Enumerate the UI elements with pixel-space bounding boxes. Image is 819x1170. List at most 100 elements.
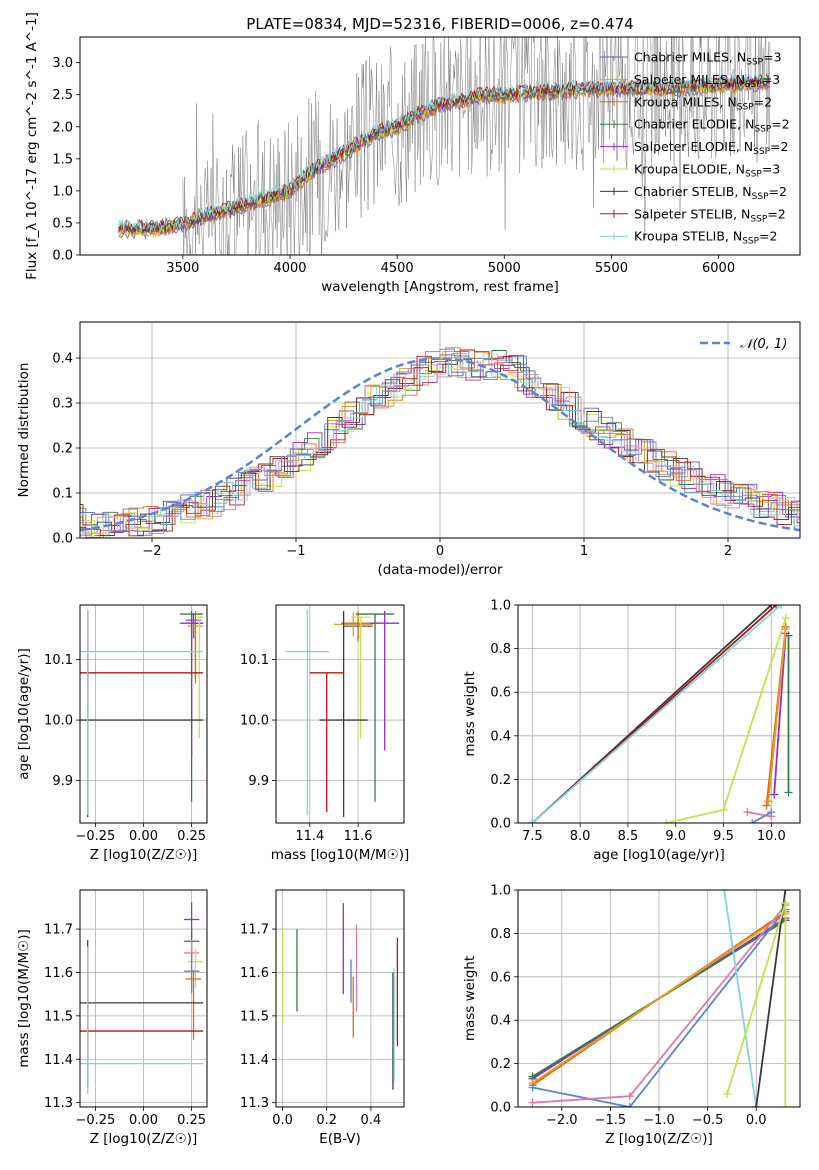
x-tick-label: 1 [580,544,588,559]
legend-label: Salpeter MILES, NSSP=3 [634,72,780,90]
y-tick-label: 0.4 [490,729,511,744]
mass-weight-line [726,902,787,1095]
x-tick-label: 3500 [166,261,199,276]
mass-weight-marker [781,890,790,894]
y-tick-label: 10.0 [44,714,73,729]
legend-subscript: SSP [754,125,771,135]
age-vs-mass-xlabel: mass [log10(M/M☉)] [271,847,410,863]
x-tick-label: 6000 [702,261,735,276]
y-tick-label: 11.7 [240,923,269,938]
histogram-step-line [80,354,800,536]
age-vs-z-ylabel: age [log10(age/yr)] [16,648,32,780]
y-tick-label: 9.9 [52,774,73,789]
mass-weight-marker [781,1103,790,1107]
x-tick-label: 2 [724,544,732,559]
x-tick-label: −0.25 [75,1113,115,1128]
x-tick-label: 0.4 [361,1113,382,1128]
x-tick-label: −2 [142,544,161,559]
legend-subscript: SSP [753,147,770,157]
x-tick-label: 0.0 [272,1113,293,1128]
mass-weight-marker [719,805,728,814]
age-vs-mass-frame [275,604,405,824]
legend-label: Chabrier ELODIE, NSSP=2 [634,117,790,135]
y-tick-label: 1.5 [52,152,73,167]
spectrum-model-line [118,71,770,232]
mass-weight-vs-age-panel: 7.5 8.0 8.5 9.0 9.5 10.0 0.0 0.2 0.4 0.6 0.8 1.0 age… [462,599,801,863]
x-tick-label: 8.0 [570,829,591,844]
mass-weight-vs-z-plot-area [518,890,800,1107]
x-tick-label: 9.0 [665,829,686,844]
mass-weight-line [747,811,772,818]
y-tick-label: 1.0 [490,884,511,899]
mass-weight-vs-z-ylabel: mass weight [462,956,478,1041]
legend-label: Chabrier STELIB, NSSP=2 [634,184,787,202]
mass-vs-ebv-plot-area [276,890,404,1107]
y-tick-label: 9.9 [248,774,269,789]
legend-subscript: SSP [745,80,762,90]
mass-weight-line [531,605,782,823]
mass-weight-line [755,890,787,1107]
legend-subscript: SSP [746,58,763,68]
y-tick-label: 0.2 [490,773,511,788]
mass-weight-line [723,890,758,1107]
histogram-step-line [80,353,800,538]
y-tick-label: 10.0 [240,714,269,729]
mass-weight-marker [752,1103,761,1107]
x-tick-label: −0.5 [692,1113,724,1128]
residual-histogram-panel: −2 −1 0 1 2 0.0 0.1 0.2 0.3 0.4 (data-model)/error… [16,321,801,578]
y-tick-label: 11.3 [44,1096,73,1111]
legend-value: =3 [762,72,780,87]
x-tick-label: −1 [286,544,305,559]
x-tick-label: 0.25 [177,829,206,844]
legend-subscript: SSP [742,237,759,247]
legend-value: =2 [770,139,788,154]
mass-vs-z-xlabel: Z [log10(Z/Z☉)] [90,1131,198,1147]
mass-weight-line [532,908,787,1107]
age-vs-z-frame [79,604,208,824]
mass-vs-ebv-xlabel: E(B-V) [319,1131,361,1147]
mass-vs-z-panel: −0.25 0.00 0.25 11.3 11.4 11.5 11.6 11.7 Z [log1… [16,889,208,1147]
x-tick-label: 10.0 [757,829,786,844]
legend-subscript: SSP [745,170,762,180]
legend-subscript: SSP [737,102,754,112]
y-tick-label: 0.0 [52,532,73,547]
age-vs-z-plot-area [80,605,207,823]
x-tick-label: 5500 [595,261,628,276]
histogram-step-line [80,349,800,537]
spectrum-plot-area [118,37,771,255]
mass-weight-marker [764,797,773,806]
mass-weight-marker [770,790,779,799]
mass-weight-marker [781,899,790,908]
y-tick-label: 1.0 [52,184,73,199]
y-tick-label: 0.3 [52,397,73,412]
mass-weight-marker [748,819,757,823]
y-tick-label: 0.6 [490,686,511,701]
y-tick-label: 0.0 [490,1101,511,1116]
y-tick-label: 0.6 [490,970,511,985]
mass-weight-marker [723,1089,732,1098]
mass-weight-line [532,913,786,1084]
x-tick-label: −1.5 [595,1113,627,1128]
age-vs-mass-panel: 11.4 11.6 9.9 10.0 10.1 mass [log10(M/M☉)] [240,604,410,863]
x-tick-label: 0.00 [129,829,158,844]
legend-value: =3 [762,162,780,177]
legend-value: =2 [769,184,787,199]
legend-value: =2 [767,206,785,221]
spectrum-xlabel: wavelength [Angstrom, rest frame] [321,279,559,295]
mass-weight-marker [784,788,793,797]
x-tick-label: 5000 [488,261,521,276]
x-tick-label: 7.5 [522,829,543,844]
y-tick-label: 11.3 [240,1096,269,1111]
mass-weight-marker [776,605,785,609]
spectrum-panel: 3500 4000 4500 5000 5500 6000 0.0 0.5 1.0 1.5 2.0 2… [24,12,801,295]
y-tick-label: 11.5 [240,1009,269,1024]
mass-weight-marker [781,614,790,623]
mass-weight-vs-z-panel: −2.0 −1.5 −1.0 −0.5 0.0 0.0 0.2 0.4 0.6 0.8 1.0 Z [… [462,884,801,1147]
y-tick-label: 0.4 [490,1014,511,1029]
x-tick-label: 0.00 [129,1113,158,1128]
mass-weight-marker [762,801,771,810]
legend-subscript: SSP [752,192,769,202]
x-tick-label: −2.0 [546,1113,578,1128]
mass-weight-marker [772,605,781,609]
